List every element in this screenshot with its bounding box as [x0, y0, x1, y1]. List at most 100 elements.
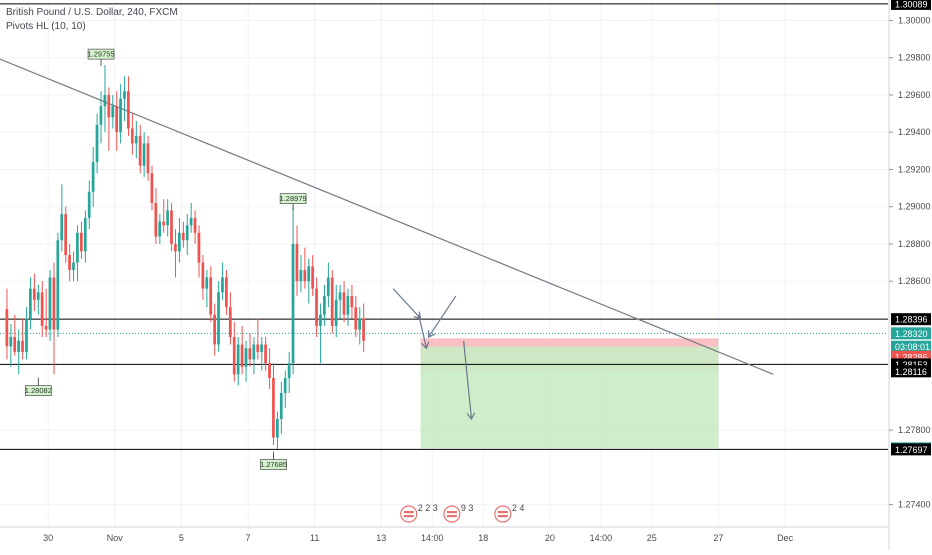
candle[interactable]: [295, 225, 299, 297]
economic-event-marker[interactable]: 2 2 3: [400, 503, 438, 523]
candle[interactable]: [307, 258, 311, 304]
candle[interactable]: [13, 314, 17, 356]
candle[interactable]: [181, 221, 185, 248]
candle[interactable]: [338, 284, 342, 319]
candle[interactable]: [130, 113, 134, 155]
candle[interactable]: [326, 262, 330, 308]
candle[interactable]: [174, 229, 177, 278]
candle[interactable]: [123, 76, 126, 122]
candle[interactable]: [330, 270, 334, 334]
candle[interactable]: [350, 284, 354, 319]
candle[interactable]: [201, 255, 205, 300]
candle[interactable]: [358, 307, 362, 345]
candle[interactable]: [25, 307, 28, 360]
candle[interactable]: [127, 76, 130, 136]
candle[interactable]: [189, 202, 193, 233]
candle[interactable]: [17, 329, 20, 375]
arrow-segment-2[interactable]: [418, 314, 430, 350]
candle[interactable]: [323, 284, 326, 326]
candle[interactable]: [32, 273, 36, 311]
trendline[interactable]: [0, 48, 774, 375]
candle[interactable]: [48, 270, 52, 341]
candle[interactable]: [5, 288, 9, 360]
candle[interactable]: [79, 221, 83, 259]
candle[interactable]: [21, 318, 24, 360]
candle[interactable]: [225, 270, 228, 315]
candle[interactable]: [142, 132, 146, 177]
pivot-label[interactable]: 1.28979: [280, 193, 307, 211]
candle[interactable]: [119, 83, 122, 144]
candle[interactable]: [354, 296, 358, 338]
candle[interactable]: [197, 225, 201, 278]
take-profit-zone[interactable]: [420, 346, 719, 449]
candle[interactable]: [287, 351, 291, 393]
candle[interactable]: [260, 337, 264, 371]
candle[interactable]: [315, 277, 318, 338]
candle[interactable]: [240, 325, 244, 375]
candle[interactable]: [252, 337, 256, 375]
candle[interactable]: [95, 113, 99, 174]
candle[interactable]: [299, 255, 303, 293]
price-tag[interactable]: 1.28116: [891, 365, 931, 378]
candle[interactable]: [44, 288, 48, 338]
candle[interactable]: [244, 340, 248, 382]
candle[interactable]: [205, 270, 209, 308]
pivot-label[interactable]: 1.29755: [87, 48, 115, 67]
economic-event-marker[interactable]: 9 3: [443, 503, 474, 523]
candle[interactable]: [319, 303, 322, 364]
candle[interactable]: [154, 188, 158, 244]
candle[interactable]: [275, 411, 279, 449]
candle[interactable]: [72, 251, 75, 282]
candle[interactable]: [107, 87, 111, 151]
indicator-title[interactable]: Pivots HL (10, 10): [6, 21, 86, 32]
candle[interactable]: [138, 124, 142, 174]
symbol-title[interactable]: British Pound / U.S. Dollar, 240, FXCM: [6, 7, 178, 18]
candle[interactable]: [52, 262, 56, 375]
candle[interactable]: [166, 199, 169, 237]
candle[interactable]: [40, 281, 44, 338]
price-tag[interactable]: 1.28320: [891, 327, 931, 340]
candle[interactable]: [36, 284, 40, 315]
candle[interactable]: [177, 217, 181, 263]
arrow-projection-down[interactable]: [463, 340, 476, 421]
arrow-segment-1[interactable]: [392, 288, 422, 320]
candle[interactable]: [264, 337, 267, 371]
candle[interactable]: [99, 91, 103, 144]
candle[interactable]: [146, 135, 150, 181]
candle[interactable]: [279, 381, 283, 434]
candle[interactable]: [342, 281, 346, 323]
candle[interactable]: [9, 324, 13, 367]
candle[interactable]: [228, 292, 232, 345]
candle[interactable]: [232, 322, 236, 382]
candle[interactable]: [76, 225, 79, 282]
candle[interactable]: [283, 370, 287, 408]
candle[interactable]: [134, 121, 138, 159]
candle[interactable]: [150, 165, 154, 211]
candle[interactable]: [111, 94, 115, 129]
candle[interactable]: [64, 206, 68, 263]
candle[interactable]: [170, 202, 173, 252]
candle[interactable]: [334, 284, 338, 338]
candle[interactable]: [291, 206, 295, 375]
candle[interactable]: [162, 199, 166, 233]
candle[interactable]: [362, 303, 365, 352]
candle[interactable]: [56, 232, 60, 338]
candle[interactable]: [221, 262, 224, 300]
candle[interactable]: [83, 210, 87, 263]
price-tag[interactable]: 1.30089: [891, 0, 931, 10]
candle[interactable]: [158, 214, 162, 244]
candle[interactable]: [217, 281, 220, 352]
arrow-segment-3[interactable]: [427, 295, 457, 338]
price-tag[interactable]: 1.28396: [891, 313, 931, 326]
candle[interactable]: [91, 147, 95, 207]
candle[interactable]: [185, 214, 189, 256]
candle[interactable]: [115, 91, 118, 151]
candle[interactable]: [346, 288, 350, 326]
economic-event-marker[interactable]: 2 4: [494, 503, 525, 523]
price-tag[interactable]: 03:08:01: [891, 340, 931, 353]
price-tag[interactable]: 1.27697: [891, 443, 931, 456]
candle[interactable]: [256, 318, 260, 360]
candle[interactable]: [303, 247, 307, 289]
